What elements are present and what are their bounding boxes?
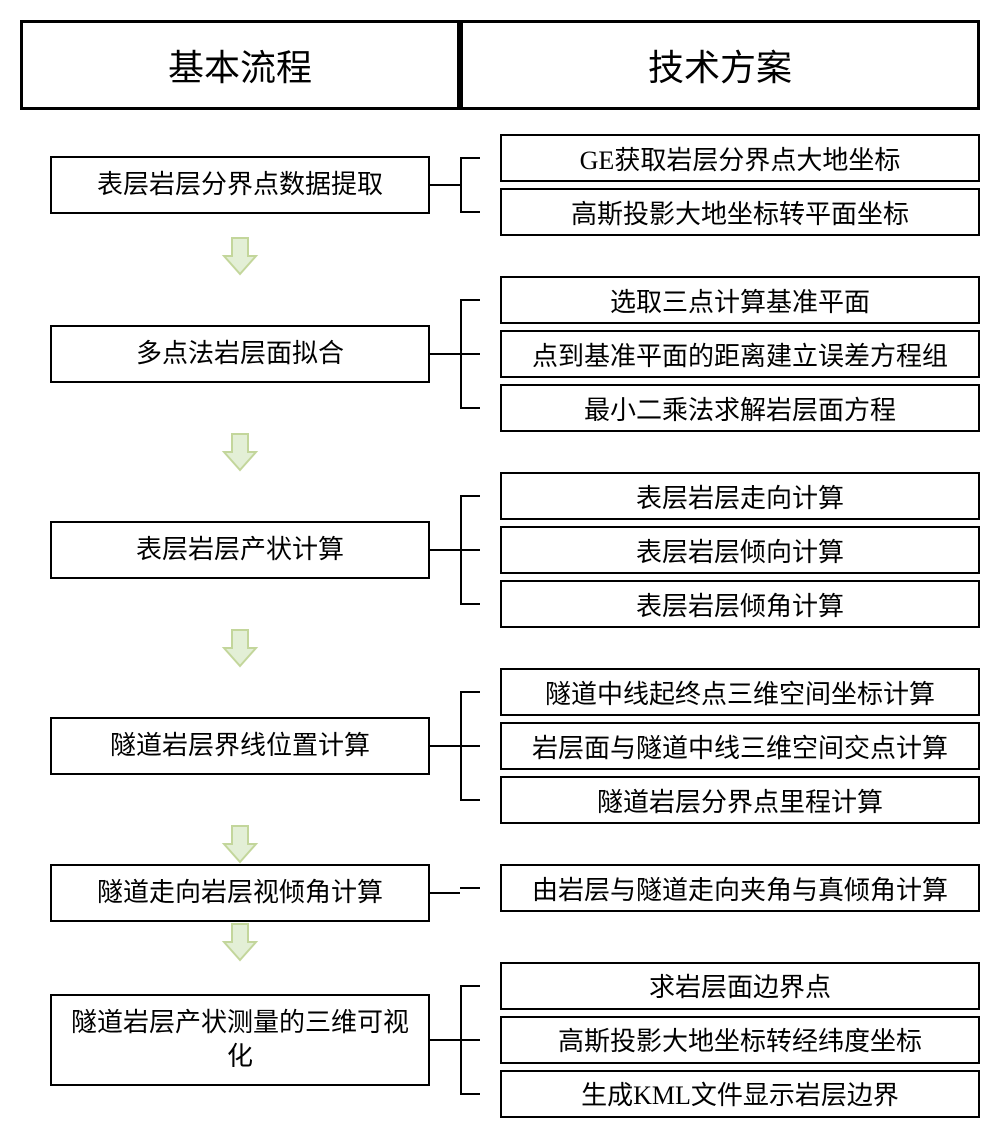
technique-item: 高斯投影大地坐标转经纬度坐标	[500, 1016, 980, 1064]
connector-line	[428, 353, 460, 355]
step-right-wrap: 隧道中线起终点三维空间坐标计算岩层面与隧道中线三维空间交点计算隧道岩层分界点里程…	[480, 668, 980, 824]
steps-container: 表层岩层分界点数据提取 GE获取岩层分界点大地坐标高斯投影大地坐标转平面坐标 多点…	[20, 134, 980, 1118]
down-arrow-icon	[220, 824, 260, 864]
step-group: 表层岩层产状计算表层岩层走向计算表层岩层倾向计算表层岩层倾角计算	[20, 472, 980, 628]
step-group: 隧道走向岩层视倾角计算 由岩层与隧道走向夹角与真倾角计算	[20, 864, 980, 922]
connector-line	[428, 892, 460, 894]
right-header: 技术方案	[460, 20, 980, 110]
process-step: 隧道岩层产状测量的三维可视化	[50, 994, 430, 1086]
step-left-wrap: 表层岩层产状计算	[20, 472, 460, 628]
process-step: 表层岩层产状计算	[50, 521, 430, 579]
technique-item: 最小二乘法求解岩层面方程	[500, 384, 980, 432]
down-arrow-icon	[220, 432, 260, 472]
step-right-wrap: 选取三点计算基准平面点到基准平面的距离建立误差方程组最小二乘法求解岩层面方程	[480, 276, 980, 432]
technique-item: 岩层面与隧道中线三维空间交点计算	[500, 722, 980, 770]
bracket-connector	[460, 472, 480, 628]
connector-line	[428, 549, 460, 551]
down-arrow-icon	[220, 236, 260, 276]
technique-item: 点到基准平面的距离建立误差方程组	[500, 330, 980, 378]
technique-item: 高斯投影大地坐标转平面坐标	[500, 188, 980, 236]
step-group: 隧道岩层产状测量的三维可视化求岩层面边界点高斯投影大地坐标转经纬度坐标生成KML…	[20, 962, 980, 1118]
step-group: 表层岩层分界点数据提取 GE获取岩层分界点大地坐标高斯投影大地坐标转平面坐标	[20, 134, 980, 236]
technique-item: 表层岩层倾角计算	[500, 580, 980, 628]
technique-item: 由岩层与隧道走向夹角与真倾角计算	[500, 864, 980, 912]
down-arrow-icon	[220, 628, 260, 668]
connector-line	[428, 184, 460, 186]
step-right-wrap: 由岩层与隧道走向夹角与真倾角计算	[480, 864, 980, 922]
step-right-wrap: GE获取岩层分界点大地坐标高斯投影大地坐标转平面坐标	[480, 134, 980, 236]
step-right-wrap: 表层岩层走向计算表层岩层倾向计算表层岩层倾角计算	[480, 472, 980, 628]
arrow-row	[20, 236, 980, 276]
bracket-connector	[460, 668, 480, 824]
arrow-row	[20, 432, 980, 472]
process-step: 隧道走向岩层视倾角计算	[50, 864, 430, 922]
technique-item: 选取三点计算基准平面	[500, 276, 980, 324]
technique-item: GE获取岩层分界点大地坐标	[500, 134, 980, 182]
process-step: 隧道岩层界线位置计算	[50, 717, 430, 775]
arrow-row	[20, 824, 980, 864]
step-group: 多点法岩层面拟合选取三点计算基准平面点到基准平面的距离建立误差方程组最小二乘法求…	[20, 276, 980, 432]
bracket-connector	[460, 864, 480, 922]
process-step: 多点法岩层面拟合	[50, 325, 430, 383]
step-left-wrap: 隧道岩层产状测量的三维可视化	[20, 962, 460, 1118]
step-left-wrap: 表层岩层分界点数据提取	[20, 134, 460, 236]
technique-item: 求岩层面边界点	[500, 962, 980, 1010]
left-header: 基本流程	[20, 20, 460, 110]
step-left-wrap: 隧道岩层界线位置计算	[20, 668, 460, 824]
step-left-wrap: 多点法岩层面拟合	[20, 276, 460, 432]
connector-line	[428, 1039, 460, 1041]
arrow-row	[20, 628, 980, 668]
technique-item: 表层岩层倾向计算	[500, 526, 980, 574]
bracket-connector	[460, 276, 480, 432]
connector-line	[428, 745, 460, 747]
process-step: 表层岩层分界点数据提取	[50, 156, 430, 214]
bracket-connector	[460, 962, 480, 1118]
step-right-wrap: 求岩层面边界点高斯投影大地坐标转经纬度坐标生成KML文件显示岩层边界	[480, 962, 980, 1118]
step-left-wrap: 隧道走向岩层视倾角计算	[20, 864, 460, 922]
technique-item: 隧道中线起终点三维空间坐标计算	[500, 668, 980, 716]
bracket-connector	[460, 134, 480, 236]
technique-item: 隧道岩层分界点里程计算	[500, 776, 980, 824]
technique-item: 表层岩层走向计算	[500, 472, 980, 520]
step-group: 隧道岩层界线位置计算隧道中线起终点三维空间坐标计算岩层面与隧道中线三维空间交点计…	[20, 668, 980, 824]
header-row: 基本流程 技术方案	[20, 20, 980, 134]
technique-item: 生成KML文件显示岩层边界	[500, 1070, 980, 1118]
